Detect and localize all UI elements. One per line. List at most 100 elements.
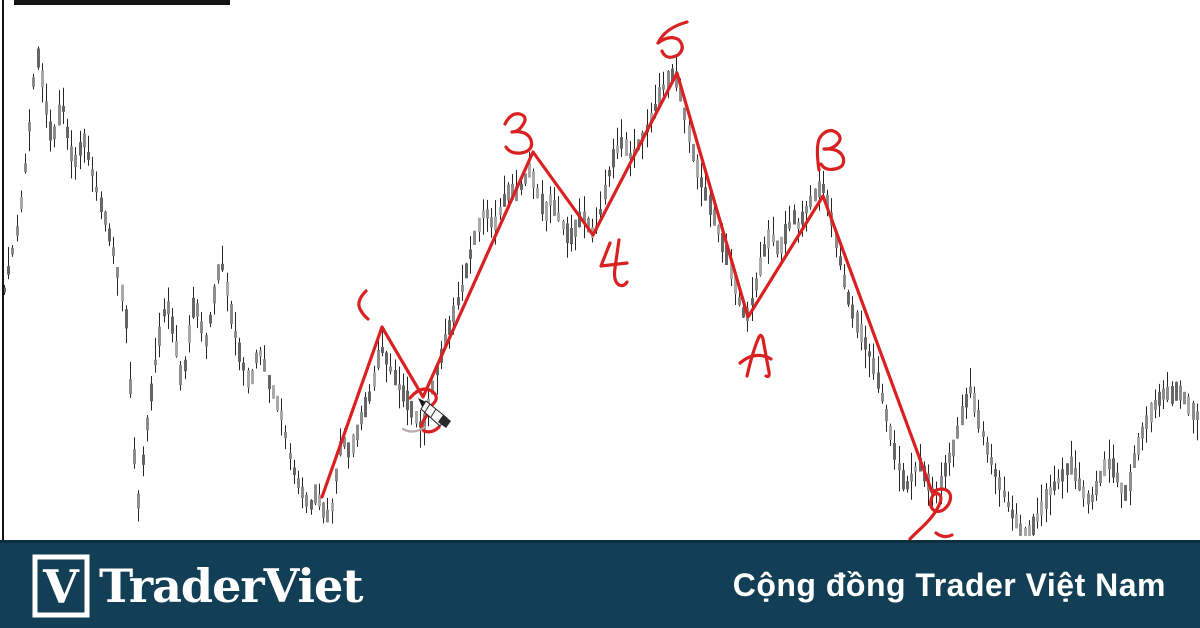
banner-tagline: Cộng đồng Trader Việt Nam — [732, 567, 1166, 603]
candle-body — [104, 211, 107, 225]
candle-body — [289, 453, 292, 459]
candle-body — [314, 484, 317, 504]
candle-body — [1040, 501, 1043, 516]
candle-body — [91, 169, 94, 177]
wave-end-dash — [934, 531, 954, 539]
candle-body — [1091, 494, 1094, 502]
candle-body — [881, 392, 884, 402]
candle-body — [977, 410, 980, 429]
candle-body — [234, 331, 237, 338]
candle-body — [1196, 411, 1199, 420]
candle-body — [205, 335, 208, 347]
pencil-cursor-icon — [418, 398, 451, 428]
candle-body — [625, 139, 628, 156]
candle-body — [263, 359, 266, 372]
candle-body — [1120, 482, 1123, 494]
candle-body — [142, 454, 145, 465]
candle-body — [948, 452, 951, 463]
candle-body — [58, 104, 61, 126]
candle-wicks — [4, 46, 1198, 536]
candle-body — [574, 219, 577, 237]
candle-body — [675, 71, 678, 88]
candle-body — [982, 431, 985, 437]
candle-body — [364, 397, 367, 418]
candle-body — [562, 221, 565, 230]
candle-body — [331, 503, 334, 512]
candle-body — [1175, 381, 1178, 401]
candle-body — [956, 425, 959, 439]
candle-body — [557, 212, 560, 222]
candle-body — [965, 394, 968, 408]
candle-body — [150, 383, 153, 402]
candle-body — [326, 509, 329, 523]
candle-body — [704, 187, 707, 201]
candle-body — [767, 229, 770, 249]
logo-text: TraderViet — [99, 558, 363, 613]
candle-body — [1061, 469, 1064, 482]
candle-body — [238, 342, 241, 362]
candle-body — [1066, 463, 1069, 475]
candle-body — [272, 385, 275, 399]
candle-body — [1011, 509, 1014, 519]
candle-body — [629, 152, 632, 159]
candle-body — [486, 209, 489, 219]
candle-body — [457, 297, 460, 306]
wave-label-stroke — [503, 112, 534, 155]
traderviet-v-icon: V — [32, 554, 90, 617]
candle-body — [394, 370, 397, 386]
wave-label-stroke — [612, 238, 629, 288]
candle-body — [1078, 478, 1081, 491]
candle-body — [24, 163, 27, 172]
candle-body — [604, 184, 607, 200]
candlestick-canvas[interactable] — [0, 0, 1200, 540]
candle-body — [255, 352, 258, 364]
pencil-part — [438, 415, 451, 428]
candle-body — [83, 133, 86, 148]
candle-body — [776, 240, 779, 255]
candle-body — [406, 390, 409, 411]
candle-body — [755, 278, 758, 291]
candle-body — [541, 193, 544, 215]
wave-label-stroke — [745, 333, 771, 379]
candle-body — [70, 146, 73, 162]
wave-label-stroke — [420, 412, 441, 434]
candle-body — [217, 264, 220, 281]
candle-body — [1171, 386, 1174, 404]
candle-body — [268, 375, 271, 389]
candle-body — [163, 309, 166, 317]
candle-body — [469, 249, 472, 259]
candle-body — [16, 226, 19, 236]
candle-body — [179, 365, 182, 386]
candle-body — [910, 473, 913, 482]
candle-body — [95, 186, 98, 193]
candle-body — [864, 337, 867, 350]
candle-body — [763, 244, 766, 257]
candle-body — [998, 477, 1001, 490]
candle-body — [503, 194, 506, 207]
candle-body — [1103, 459, 1106, 477]
candle-body — [734, 276, 737, 294]
wave-label-3 — [503, 112, 534, 155]
candle-body — [835, 231, 838, 249]
candle-body — [868, 351, 871, 357]
candle-body — [490, 217, 493, 228]
candle-body — [1082, 486, 1085, 499]
candle-body — [1053, 481, 1056, 491]
price-chart[interactable] — [0, 0, 1200, 540]
candle-body — [1087, 493, 1090, 505]
candle-body — [11, 247, 14, 255]
candle-body — [898, 463, 901, 471]
candle-body — [125, 309, 128, 329]
candle-body — [1187, 396, 1190, 415]
candle-body — [112, 247, 115, 257]
chart-left-border — [2, 0, 4, 540]
candle-body — [692, 144, 695, 161]
candle-body — [482, 210, 485, 218]
candle-body — [452, 305, 455, 323]
candle-body — [788, 221, 791, 229]
candle-body — [431, 380, 434, 395]
candle-body — [805, 205, 808, 214]
candle-body — [683, 107, 686, 121]
candle-body — [444, 334, 447, 348]
candle-body — [528, 162, 531, 178]
